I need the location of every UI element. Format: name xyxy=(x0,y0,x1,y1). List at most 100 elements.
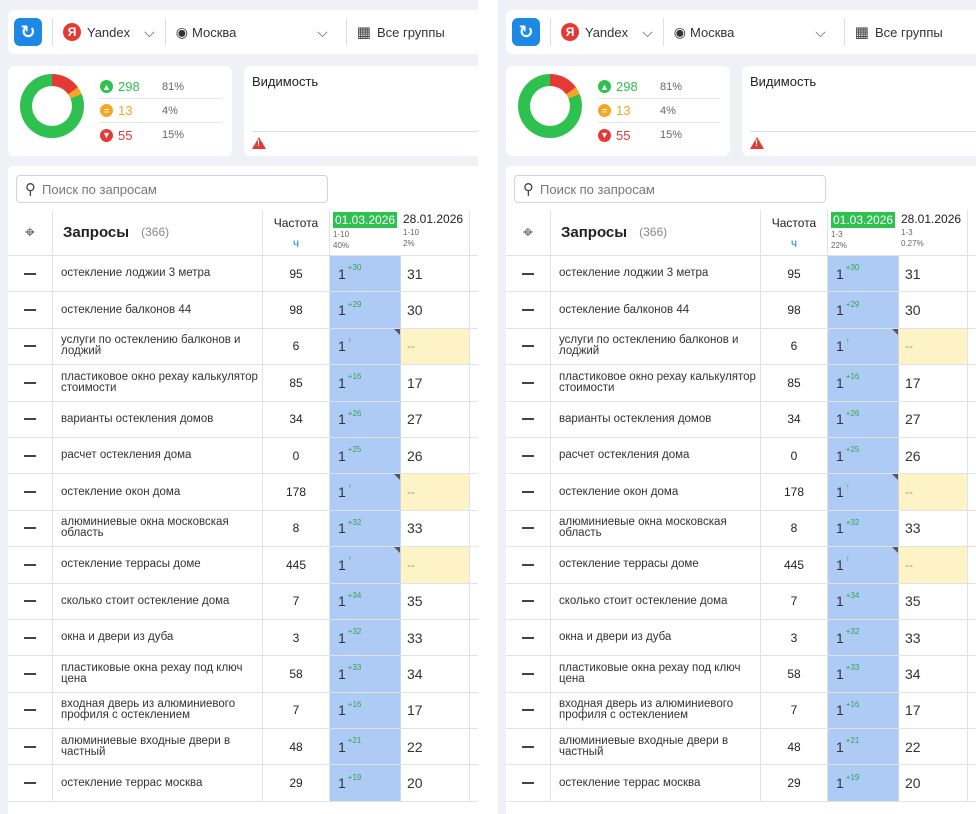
position-current[interactable]: 1 ↑ xyxy=(330,474,400,510)
row-select-cell[interactable] xyxy=(506,437,551,474)
position-current[interactable]: 1 +33 xyxy=(828,656,898,692)
position-current[interactable]: 1 +16 xyxy=(330,692,400,729)
table-row[interactable]: пластиковые окна рехау под ключ цена 58 1 +… xyxy=(8,656,478,693)
row-select-cell[interactable] xyxy=(506,583,551,619)
date-column-header-previous[interactable]: 28.01.2026 1-3 0.27% xyxy=(898,210,968,255)
position-current[interactable]: 1 ↑ xyxy=(330,328,400,365)
warning-icon[interactable]: ! xyxy=(750,137,764,149)
position-current[interactable]: 1 +30 xyxy=(828,256,898,292)
position-current[interactable]: 1 +21 xyxy=(828,729,898,765)
region-select[interactable]: ◉ Москва ⌵ xyxy=(674,24,834,41)
position-previous[interactable]: 33 xyxy=(400,510,470,547)
table-row[interactable]: остекление террас москва 29 1 +19 20 xyxy=(8,765,478,802)
table-row[interactable]: сколько стоит остекление дома 7 1 +34 35 xyxy=(8,583,478,620)
position-previous[interactable]: 17 xyxy=(898,365,968,401)
position-previous[interactable]: 33 xyxy=(898,619,968,656)
position-previous[interactable]: -- xyxy=(400,547,470,583)
queries-column-header[interactable]: Запросы (366) xyxy=(53,210,263,255)
table-row[interactable]: остекление террасы доме 445 1 ↑ -- xyxy=(506,547,976,584)
position-previous[interactable]: 26 xyxy=(898,437,968,474)
position-previous[interactable]: 31 xyxy=(400,256,470,292)
stat-row[interactable]: = 13 4% xyxy=(100,99,222,123)
row-select-cell[interactable] xyxy=(506,547,551,583)
table-row[interactable]: остекление лоджии 3 метра 95 1 +30 31 xyxy=(8,256,478,293)
position-current[interactable]: 1 ↑ xyxy=(828,547,898,583)
table-row[interactable]: варианты остекления домов 34 1 +26 27 xyxy=(8,401,478,438)
position-previous[interactable]: 27 xyxy=(400,401,470,437)
position-current[interactable]: 1 +34 xyxy=(330,583,400,619)
table-row[interactable]: остекление балконов 44 98 1 +29 30 xyxy=(8,292,478,329)
row-select-cell[interactable] xyxy=(8,292,53,328)
position-previous[interactable]: 20 xyxy=(400,765,470,801)
table-row[interactable]: остекление лоджии 3 метра 95 1 +30 31 xyxy=(506,256,976,293)
table-row[interactable]: входная дверь из алюминиевого профиля с … xyxy=(506,692,976,730)
position-current[interactable]: 1 +25 xyxy=(828,437,898,474)
stat-row[interactable]: ▼ 55 15% xyxy=(100,123,222,147)
query-search-input[interactable]: ⚲ Поиск по запросам xyxy=(16,175,328,203)
position-current[interactable]: 1 ↑ xyxy=(828,474,898,510)
table-row[interactable]: окна и двери из дуба 3 1 +32 33 xyxy=(506,619,976,657)
row-select-cell[interactable] xyxy=(506,656,551,692)
row-select-cell[interactable] xyxy=(506,256,551,292)
position-previous[interactable]: 30 xyxy=(898,292,968,328)
position-previous[interactable]: -- xyxy=(400,474,470,510)
row-select-cell[interactable] xyxy=(506,510,551,547)
row-select-cell[interactable] xyxy=(8,474,53,510)
date-column-header-current[interactable]: 01.03.2026 1-10 40% xyxy=(330,210,400,255)
table-row[interactable]: остекление окон дома 178 1 ↑ -- xyxy=(506,474,976,511)
row-select-cell[interactable] xyxy=(8,437,53,474)
query-search-input[interactable]: ⚲ Поиск по запросам xyxy=(514,175,826,203)
row-select-cell[interactable] xyxy=(506,401,551,437)
row-select-cell[interactable] xyxy=(8,547,53,583)
row-select-cell[interactable] xyxy=(8,619,53,656)
position-previous[interactable]: 26 xyxy=(400,437,470,474)
warning-icon[interactable]: ! xyxy=(252,137,266,149)
position-current[interactable]: 1 +16 xyxy=(828,692,898,729)
groups-select[interactable]: ▦ Все группы xyxy=(357,23,445,41)
position-previous[interactable]: 35 xyxy=(400,583,470,619)
row-select-cell[interactable] xyxy=(8,510,53,547)
table-row[interactable]: услуги по остеклению балконов и лоджий 6 1… xyxy=(506,328,976,366)
position-previous[interactable]: -- xyxy=(400,328,470,365)
engine-select[interactable]: Я Yandex ⌵ xyxy=(63,23,155,41)
table-row[interactable]: сколько стоит остекление дома 7 1 +34 35 xyxy=(506,583,976,620)
row-select-cell[interactable] xyxy=(8,765,53,801)
row-select-cell[interactable] xyxy=(8,729,53,765)
position-previous[interactable]: 17 xyxy=(400,365,470,401)
row-select-cell[interactable] xyxy=(506,474,551,510)
row-select-cell[interactable] xyxy=(506,619,551,656)
row-select-cell[interactable] xyxy=(506,692,551,729)
position-current[interactable]: 1 +32 xyxy=(828,510,898,547)
refresh-button[interactable]: ↻ xyxy=(14,18,42,46)
row-select-cell[interactable] xyxy=(8,328,53,365)
table-row[interactable]: входная дверь из алюминиевого профиля с … xyxy=(8,692,478,730)
position-previous[interactable]: 30 xyxy=(400,292,470,328)
position-current[interactable]: 1 +26 xyxy=(828,401,898,437)
position-previous[interactable]: 34 xyxy=(898,656,968,692)
target-icon[interactable]: ⌖ xyxy=(8,210,53,255)
row-select-cell[interactable] xyxy=(506,729,551,765)
table-row[interactable]: расчет остекления дома 0 1 +25 26 xyxy=(8,437,478,475)
row-select-cell[interactable] xyxy=(506,292,551,328)
frequency-column-header[interactable]: Частота ч xyxy=(761,210,828,255)
row-select-cell[interactable] xyxy=(8,401,53,437)
position-current[interactable]: 1 +29 xyxy=(828,292,898,328)
position-current[interactable]: 1 +32 xyxy=(330,510,400,547)
position-current[interactable]: 1 +30 xyxy=(330,256,400,292)
position-previous[interactable]: 33 xyxy=(898,510,968,547)
table-row[interactable]: окна и двери из дуба 3 1 +32 33 xyxy=(8,619,478,657)
position-previous[interactable]: -- xyxy=(898,474,968,510)
table-row[interactable]: остекление окон дома 178 1 ↑ -- xyxy=(8,474,478,511)
position-current[interactable]: 1 +19 xyxy=(330,765,400,801)
position-previous[interactable]: 22 xyxy=(400,729,470,765)
table-row[interactable]: остекление террасы доме 445 1 ↑ -- xyxy=(8,547,478,584)
row-select-cell[interactable] xyxy=(506,365,551,401)
position-previous[interactable]: 34 xyxy=(400,656,470,692)
position-current[interactable]: 1 +33 xyxy=(330,656,400,692)
engine-select[interactable]: Я Yandex ⌵ xyxy=(561,23,653,41)
position-current[interactable]: 1 +32 xyxy=(330,619,400,656)
position-previous[interactable]: 27 xyxy=(898,401,968,437)
position-current[interactable]: 1 ↑ xyxy=(330,547,400,583)
position-current[interactable]: 1 +34 xyxy=(828,583,898,619)
table-row[interactable]: алюминиевые входные двери в частный 48 1 +2… xyxy=(506,729,976,766)
